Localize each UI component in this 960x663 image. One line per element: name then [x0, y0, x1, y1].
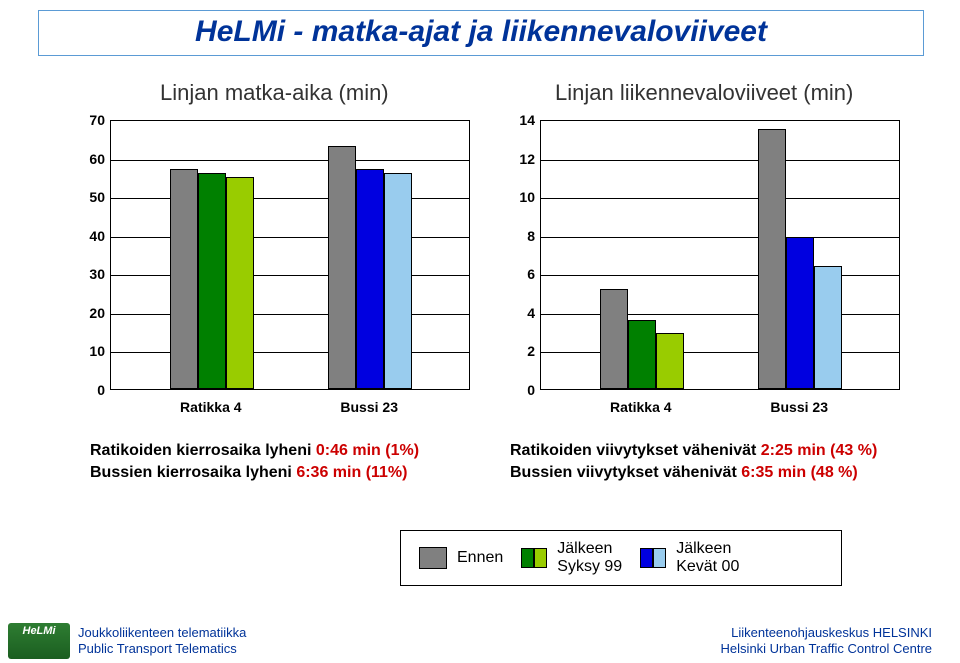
- page-title: HeLMi - matka-ajat ja liikennevaloviivee…: [195, 15, 767, 48]
- ytick: 20: [89, 305, 105, 321]
- title-box: HeLMi - matka-ajat ja liikennevaloviivee…: [38, 10, 924, 56]
- helmi-logo: HeLMi: [8, 623, 70, 659]
- bar: [226, 177, 254, 389]
- chart-signal-delay: 02468101214Ratikka 4Bussi 23: [500, 120, 900, 415]
- bar: [356, 169, 384, 389]
- xlabel: Ratikka 4: [610, 399, 671, 415]
- ytick: 4: [527, 305, 535, 321]
- ytick: 60: [89, 151, 105, 167]
- bar: [814, 266, 842, 389]
- ytick: 2: [527, 343, 535, 359]
- ytick: 0: [97, 382, 105, 398]
- bar: [628, 320, 656, 389]
- xlabel: Bussi 23: [770, 399, 828, 415]
- legend-kevat: Jälkeen Kevät 00: [640, 540, 739, 575]
- ytick: 12: [519, 151, 535, 167]
- swatch-blue-lightblue: [640, 548, 666, 568]
- bar: [786, 237, 814, 389]
- ytick: 14: [519, 112, 535, 128]
- ytick: 10: [519, 189, 535, 205]
- bar: [170, 169, 198, 389]
- footer-right: Liikenteenohjauskeskus HELSINKI Helsinki…: [721, 625, 932, 658]
- ytick: 50: [89, 189, 105, 205]
- xlabel: Bussi 23: [340, 399, 398, 415]
- swatch-green-lime: [521, 548, 547, 568]
- ytick: 70: [89, 112, 105, 128]
- notes-left: Ratikoiden kierrosaika lyheni 0:46 min (…: [90, 440, 419, 485]
- legend-ennen: Ennen: [419, 547, 503, 569]
- bar: [384, 173, 412, 389]
- bar: [198, 173, 226, 389]
- ytick: 6: [527, 266, 535, 282]
- legend: Ennen Jälkeen Syksy 99 Jälkeen Kevät 00: [400, 530, 842, 586]
- ytick: 40: [89, 228, 105, 244]
- bar: [328, 146, 356, 389]
- xlabel: Ratikka 4: [180, 399, 241, 415]
- notes-right: Ratikoiden viivytykset vähenivät 2:25 mi…: [510, 440, 877, 485]
- bar: [758, 129, 786, 389]
- subtitle-left: Linjan matka-aika (min): [160, 80, 389, 106]
- subtitle-right: Linjan liikennevaloviiveet (min): [555, 80, 853, 106]
- bar: [656, 333, 684, 389]
- footer: HeLMi Joukkoliikenteen telematiikka Publ…: [0, 617, 960, 663]
- legend-syksy: Jälkeen Syksy 99: [521, 540, 622, 575]
- slide: HeLMi - matka-ajat ja liikennevaloviivee…: [0, 0, 960, 663]
- bar: [600, 289, 628, 389]
- swatch-grey: [419, 547, 447, 569]
- chart-travel-time: 010203040506070Ratikka 4Bussi 23: [70, 120, 470, 415]
- ytick: 30: [89, 266, 105, 282]
- ytick: 8: [527, 228, 535, 244]
- footer-left: Joukkoliikenteen telematiikka Public Tra…: [78, 625, 246, 658]
- ytick: 0: [527, 382, 535, 398]
- ytick: 10: [89, 343, 105, 359]
